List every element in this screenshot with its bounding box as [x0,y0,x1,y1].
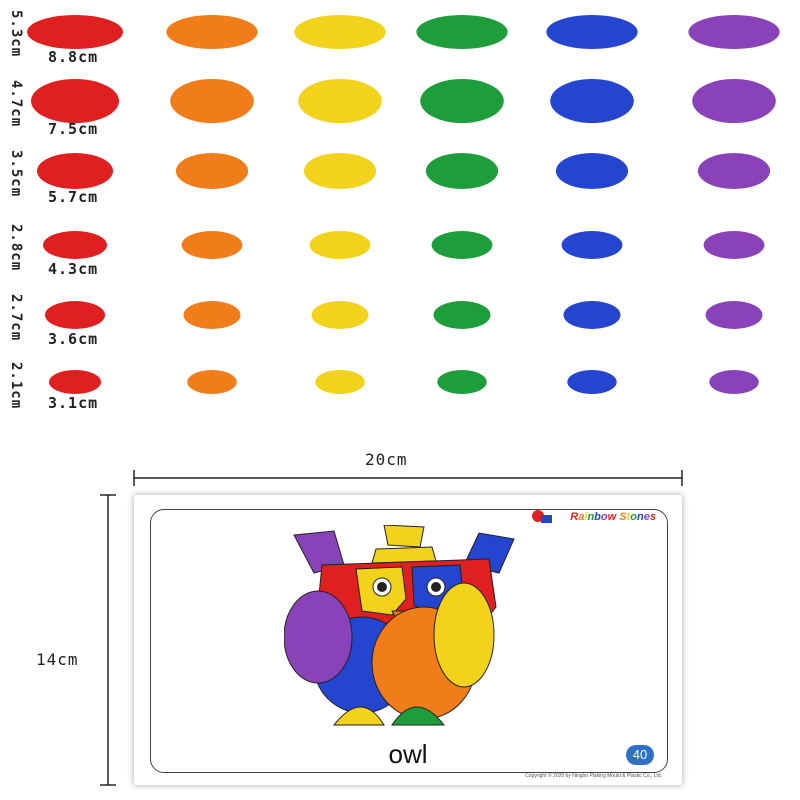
stone-r5-c4 [433,301,491,329]
stone-r3-c6 [697,153,771,189]
stone-r6-c4 [437,370,487,394]
stone-r5-c3 [311,301,369,329]
stone-r2-c6 [692,79,776,123]
stone-r1-c4 [416,15,508,49]
row-height-label: 4.7cm [8,80,24,128]
row-width-label: 5.7cm [48,188,99,206]
brand-logo-icon [532,510,552,523]
activity-card: Rainbow Stones owl 40 Copyright © 2020 b… [134,495,682,785]
stone-r4-c4 [431,231,493,259]
stone-r2-c3 [298,79,382,123]
row-width-label: 4.3cm [48,260,99,278]
stone-r4-c6 [703,231,765,259]
brand-name: Rainbow Stones [570,511,656,523]
stone-r4-c2 [181,231,243,259]
row-height-label: 5.3cm [8,10,24,58]
stone-r4-c1 [43,231,107,259]
row-height-label: 3.5cm [8,150,24,198]
card-border [150,509,668,773]
stone-r2-c5 [550,79,634,123]
row-height-label: 2.8cm [8,224,24,272]
owl-right-foot [391,706,446,726]
stone-r1-c3 [294,15,386,49]
stone-r3-c4 [425,153,499,189]
card-height-label: 14cm [36,650,79,669]
row-height-label: 2.7cm [8,294,24,342]
dimension-lines [100,470,683,786]
stone-r4-c5 [561,231,623,259]
stone-r2-c1 [31,79,119,123]
stone-r5-c2 [183,301,241,329]
stone-r5-c1 [45,301,105,329]
stone-r6-c5 [567,370,617,394]
stone-r3-c5 [555,153,629,189]
card-width-label: 20cm [365,450,408,469]
stone-r3-c2 [175,153,249,189]
stone-r3-c3 [303,153,377,189]
owl-left-foot [332,706,385,726]
stone-r6-c1 [49,370,101,394]
stone-r1-c2 [166,15,258,49]
owl-right-wing [433,582,495,688]
owl-left-wing [284,590,353,684]
row-width-label: 8.8cm [48,48,99,66]
stone-r1-c6 [688,15,780,49]
stone-r2-c2 [170,79,254,123]
stone-r1-c1 [27,15,123,49]
page-number-badge: 40 [626,745,654,765]
row-width-label: 7.5cm [48,120,99,138]
card-caption: owl [388,739,428,769]
owl-top-stone-a [383,525,425,548]
stone-r6-c3 [315,370,365,394]
row-width-label: 3.1cm [48,394,99,412]
owl-illustration [284,525,515,726]
stone-r6-c2 [187,370,237,394]
stone-r1-c5 [546,15,638,49]
stone-r5-c5 [563,301,621,329]
stone-r3-c1 [37,153,113,189]
stone-r4-c3 [309,231,371,259]
stone-r2-c4 [420,79,504,123]
stone-r5-c6 [705,301,763,329]
owl-top-stone-b [371,546,437,564]
copyright-text: Copyright © 2020 by Ningbo Plaking Mould… [525,773,662,779]
row-height-label: 2.1cm [8,362,24,410]
stones-grid [27,15,780,394]
row-width-label: 3.6cm [48,330,99,348]
stone-r6-c6 [709,370,759,394]
